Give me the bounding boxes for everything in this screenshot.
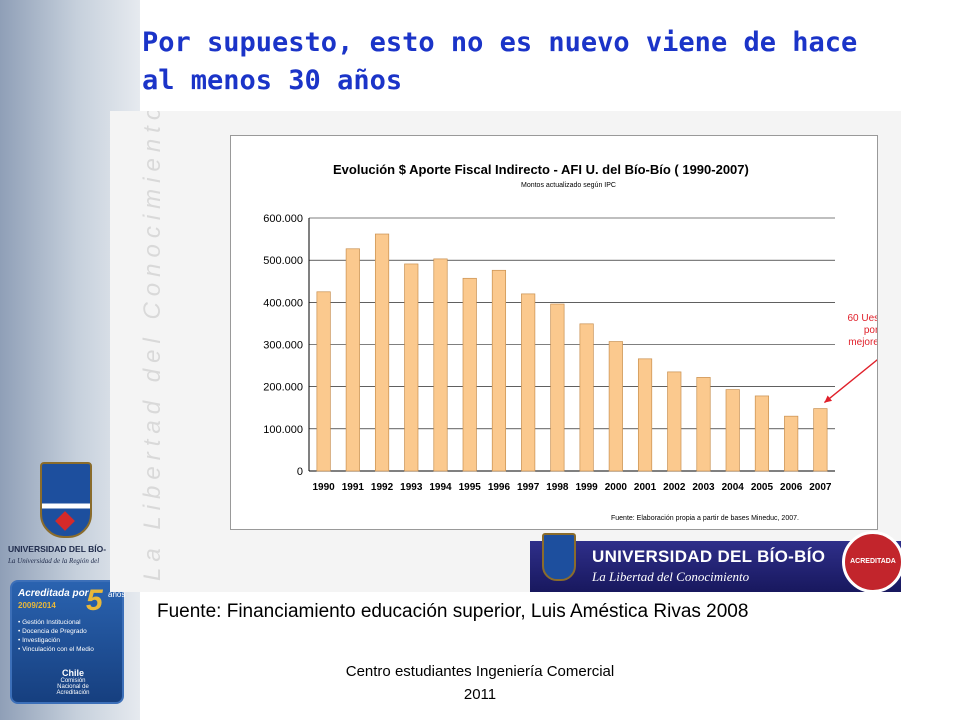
bar-chart: Evolución $ Aporte Fiscal Indirecto - AF… xyxy=(263,162,901,522)
bar-1994 xyxy=(433,258,448,472)
y-tick-label: 100.000 xyxy=(263,424,303,436)
chart-panel: Evolución $ Aporte Fiscal Indirecto - AF… xyxy=(230,135,901,530)
annotation-text: 60 Ues. compiten xyxy=(847,313,877,324)
x-tick-label: 2005 xyxy=(751,482,774,493)
badge-item: • Investigación xyxy=(18,637,61,644)
badge-years-number: 5 xyxy=(86,584,103,617)
banner-university-name: UNIVERSIDAD DEL BÍO-BÍO xyxy=(592,547,826,566)
x-tick-label: 2000 xyxy=(605,482,628,493)
annotation-arrow xyxy=(823,353,885,404)
x-tick-label: 2006 xyxy=(780,482,803,493)
x-tick-label: 1995 xyxy=(459,482,482,493)
bar-1998 xyxy=(550,303,565,472)
agency-logo: Chile Comisión Nacional de Acreditación xyxy=(48,668,98,696)
annotation-text: por 27500 xyxy=(864,325,877,336)
x-tick-label: 1997 xyxy=(517,482,540,493)
y-tick-label: 500.000 xyxy=(263,255,303,267)
badge-item: • Docencia de Pregrado xyxy=(18,628,87,635)
bar-1997 xyxy=(521,293,536,472)
accreditation-seal: ACREDITADA xyxy=(842,531,901,592)
university-name: UNIVERSIDAD DEL BÍO- xyxy=(8,544,107,554)
y-axis-ticks: 0 100.000 200.000 300.000 400.000 500.000 600.… xyxy=(263,213,303,478)
bar-1993 xyxy=(404,263,419,472)
x-tick-label: 1999 xyxy=(575,482,598,493)
annotation-text: mejores puntajes xyxy=(848,337,877,348)
bar-1991 xyxy=(345,248,360,472)
bar-1990 xyxy=(316,291,331,472)
x-tick-label: 2004 xyxy=(722,482,745,493)
gridlines xyxy=(308,217,835,472)
bar-1996 xyxy=(491,269,507,472)
bar-2004 xyxy=(725,389,740,472)
agency-country: Chile xyxy=(61,668,84,678)
badge-years-word: años xyxy=(108,590,126,599)
chart-subtitle: Montos actualizado según IPC xyxy=(521,182,616,189)
agency-name: Comisión Nacional de Acreditación xyxy=(56,678,90,696)
bar-2002 xyxy=(667,371,682,472)
source-citation: Fuente: Financiamiento educación superio… xyxy=(157,601,749,622)
x-axis-ticks: 1990 1991 1992 1993 1994 1995 1996 1997 1998 1999… xyxy=(312,482,831,493)
bar-2001 xyxy=(637,358,653,472)
chart-title: Evolución $ Aporte Fiscal Indirecto - AF… xyxy=(333,162,749,177)
banner-motto: La Libertad del Conocimiento xyxy=(592,569,750,584)
x-tick-label: 2001 xyxy=(634,482,657,493)
x-tick-label: 1993 xyxy=(400,482,423,493)
x-tick-label: 1994 xyxy=(429,482,452,493)
bar-2000 xyxy=(608,341,623,472)
annotation: 60 Ues. compitenpor 27500mejores puntaje… xyxy=(823,313,901,404)
accreditation-badge: Acreditada por 5 años 2009/2014 • Gestió… xyxy=(10,580,126,704)
bar-1995 xyxy=(462,277,477,472)
badge-item: • Vinculación con el Medio xyxy=(18,646,94,653)
bars xyxy=(316,233,828,472)
bar-1992 xyxy=(374,233,390,472)
y-tick-label: 400.000 xyxy=(263,297,303,309)
x-tick-label: 1998 xyxy=(546,482,569,493)
chart-source-note: Fuente: Elaboración propia a partir de b… xyxy=(611,515,799,522)
y-tick-label: 0 xyxy=(297,466,303,478)
bar-2003 xyxy=(696,377,711,472)
bar-2006 xyxy=(784,415,799,472)
arrowhead-icon xyxy=(824,395,833,403)
badge-title: Acreditada por xyxy=(18,588,89,599)
badge-list: • Gestión Institucional • Docencia de Pr… xyxy=(18,618,116,654)
banner-shield-icon xyxy=(542,533,576,581)
bar-2005 xyxy=(754,395,770,472)
x-tick-label: 1992 xyxy=(371,482,394,493)
university-logo: UNIVERSIDAD DEL BÍO- La Universidad de l… xyxy=(0,462,122,572)
bar-2007 xyxy=(813,408,828,472)
slide-title: Por supuesto, esto no es nuevo viene de … xyxy=(142,27,858,96)
x-tick-label: 2003 xyxy=(692,482,715,493)
badge-item: • Gestión Institucional xyxy=(18,619,81,626)
x-tick-label: 1990 xyxy=(312,482,335,493)
x-tick-label: 1996 xyxy=(488,482,511,493)
university-banner: UNIVERSIDAD DEL BÍO-BÍO La Libertad del … xyxy=(530,541,901,592)
badge-period: 2009/2014 xyxy=(18,601,56,610)
slide-footer: Centro estudiantes Ingeniería Comercial … xyxy=(345,663,615,703)
y-tick-label: 600.000 xyxy=(263,213,303,225)
y-tick-label: 300.000 xyxy=(263,340,303,352)
university-motto: La Universidad de la Región del xyxy=(8,557,100,565)
x-tick-label: 1991 xyxy=(342,482,365,493)
watermark: La Libertad del Conocimiento xyxy=(139,111,166,581)
y-tick-label: 200.000 xyxy=(263,382,303,394)
watermark-text: La Libertad del Conocimiento xyxy=(139,111,166,581)
x-tick-label: 2007 xyxy=(809,482,832,493)
x-tick-label: 2002 xyxy=(663,482,686,493)
bar-1999 xyxy=(579,323,594,472)
chart-image: La Libertad del Conocimiento UNIVERSIDAD… xyxy=(110,111,901,592)
